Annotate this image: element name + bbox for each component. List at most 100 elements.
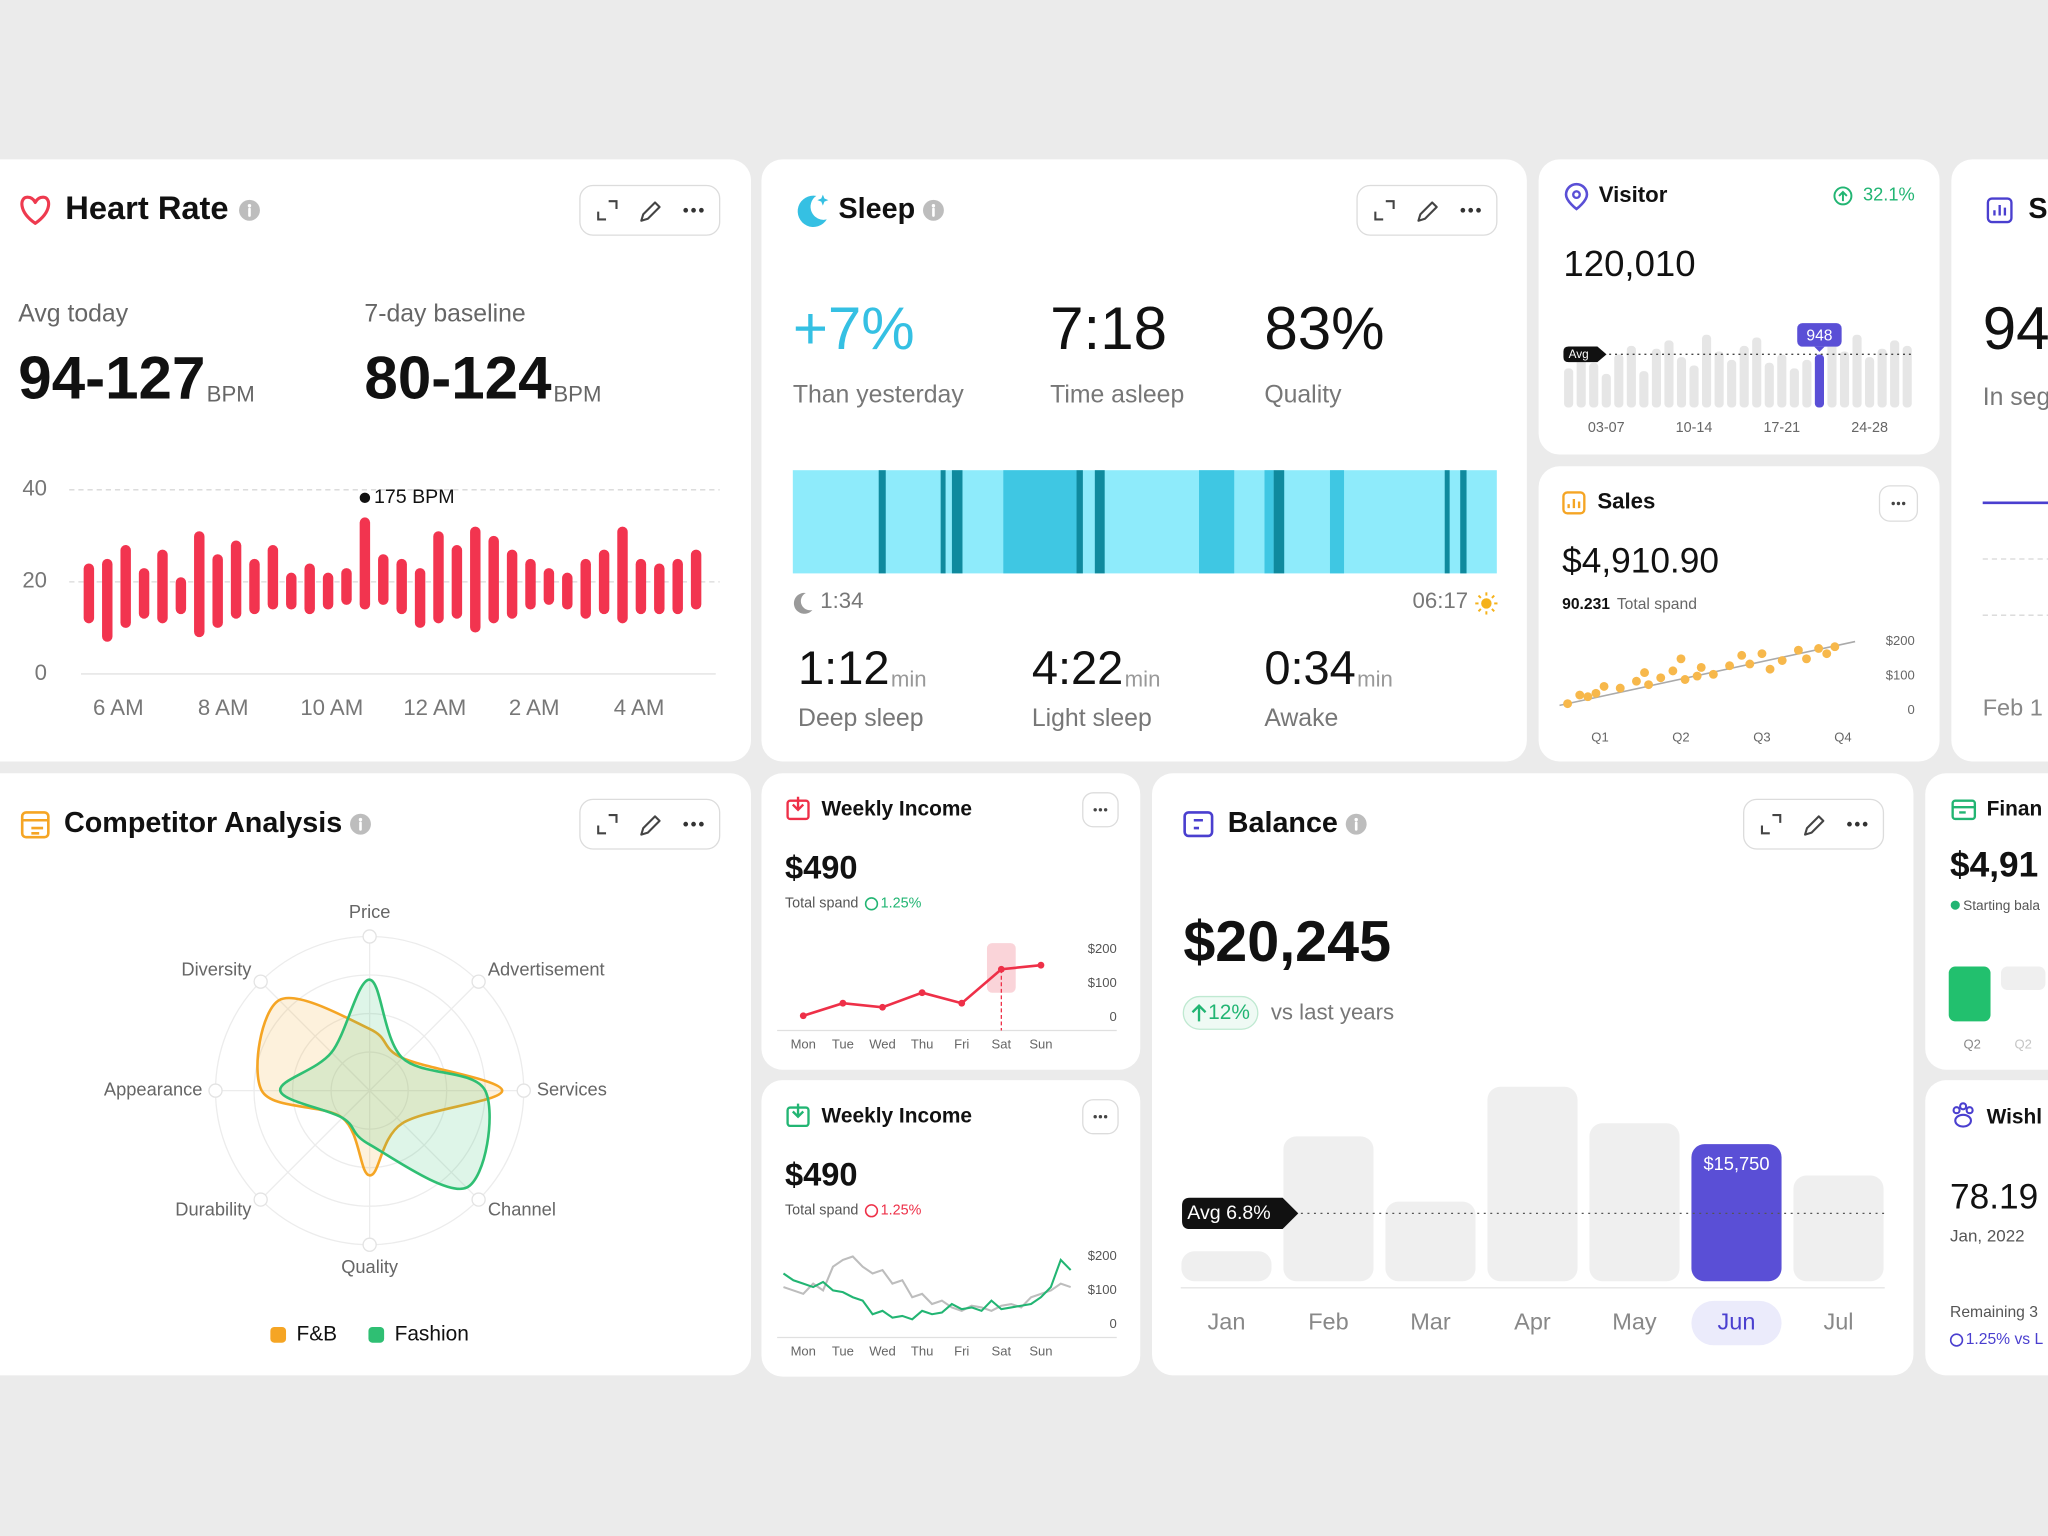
range-bar [194, 531, 205, 638]
sleep-segment [1460, 470, 1467, 574]
scatter-point [1640, 668, 1649, 678]
dot [1103, 1115, 1108, 1119]
expand-button[interactable] [1760, 813, 1782, 835]
card-value: 78.19 [1950, 1177, 2038, 1216]
store-icon-lines [22, 818, 49, 835]
more-button[interactable] [683, 207, 704, 213]
range-bar [267, 545, 279, 610]
range-bar [470, 526, 481, 633]
dot [1847, 821, 1852, 827]
income-icon-arrow [791, 796, 805, 812]
stat-unit: BPM [207, 382, 255, 407]
more-button[interactable] [1847, 821, 1868, 827]
expand-button[interactable] [597, 813, 618, 835]
x-tick-label: Sat [992, 1343, 1012, 1358]
more-button[interactable] [1460, 207, 1481, 213]
category-highlight [1691, 1300, 1782, 1346]
toolbar-frame [579, 184, 721, 236]
expand-button[interactable] [1374, 200, 1395, 221]
visitor-bar [1689, 365, 1699, 408]
stat-label: Quality [1264, 381, 1342, 408]
x-tick-label: Q4 [1834, 729, 1851, 744]
scatter-point [1777, 656, 1787, 665]
x-tick-label: Mon [791, 1036, 816, 1051]
x-tick-label: 17-21 [1763, 420, 1800, 436]
edit-button[interactable] [1417, 201, 1438, 222]
radar-node [253, 974, 268, 989]
range-bar [690, 549, 702, 610]
more-button[interactable] [683, 821, 704, 827]
more-button[interactable] [1082, 792, 1119, 828]
radar-spoke [260, 1090, 371, 1201]
x-tick-label: Jul [1823, 1308, 1853, 1334]
x-tick-label: 8 AM [198, 695, 249, 720]
range-bar [488, 535, 499, 624]
scatter-point [1676, 654, 1686, 664]
x-tick-label: Thu [911, 1036, 933, 1051]
edit-button[interactable] [640, 201, 661, 222]
expand-icon [1374, 200, 1395, 221]
range-bar [304, 563, 315, 615]
line-point [1037, 961, 1045, 969]
more-button[interactable] [1878, 485, 1919, 522]
toolbar-frame [1356, 184, 1498, 236]
caption: Total spand [1617, 596, 1697, 613]
dot [683, 821, 689, 827]
change-value: 12% [1208, 1001, 1250, 1024]
caption-value: 90.231 [1562, 596, 1610, 613]
stat-label: 7-day baseline [364, 300, 525, 327]
dot [1460, 207, 1466, 213]
info-icon [1345, 813, 1367, 835]
x-tick-label: 12 AM [403, 695, 466, 720]
stat-label: Than yesterday [793, 381, 965, 408]
dot [691, 207, 696, 213]
sleep-segment [1199, 470, 1235, 574]
paw-icon [1952, 1102, 1974, 1128]
more-button[interactable] [1082, 1099, 1119, 1135]
stage-unit: min [1125, 666, 1161, 691]
heart-icon [20, 195, 51, 225]
info-dot [931, 204, 936, 208]
edit-button[interactable] [1804, 815, 1825, 836]
scatter-point [1615, 683, 1625, 693]
radar-spoke [369, 981, 480, 1092]
change-icon [864, 897, 879, 911]
stat-value: 94-127 [18, 345, 205, 412]
dot [1862, 821, 1868, 827]
sun-core [1481, 598, 1492, 609]
x-tick-label: Thu [911, 1343, 933, 1358]
radar-area [256, 996, 504, 1177]
edit-button[interactable] [640, 815, 661, 836]
y-tick-label: 0 [1908, 702, 1915, 717]
info-dot [247, 204, 252, 208]
expand-button[interactable] [597, 200, 618, 221]
card-title: Sleep [839, 193, 916, 225]
x-tick-label: Wed [869, 1036, 896, 1051]
dot [1896, 501, 1901, 506]
visitor-bar [1839, 351, 1850, 408]
paw-toe [1959, 1102, 1968, 1111]
visitor-bar [1651, 348, 1661, 408]
line-point [839, 999, 847, 1007]
radar-axis-label: Channel [488, 1199, 556, 1220]
up-arrow [1838, 190, 1848, 202]
radar-axis-label: Services [537, 1078, 607, 1099]
scatter-point [1591, 688, 1601, 698]
toolbar [1743, 798, 1885, 850]
y-tick-label: 0 [1109, 1009, 1116, 1024]
sleep-segment [1329, 470, 1345, 574]
sleep-segment [1076, 470, 1083, 574]
x-tick-label: 03-07 [1588, 420, 1625, 436]
visitor-bar [1890, 340, 1900, 408]
range-bar [102, 558, 113, 642]
legend-label: Fashion [395, 1322, 469, 1345]
avg-tag [1182, 1197, 1299, 1230]
radar-axis-label: Appearance [104, 1078, 203, 1099]
card-title: Heart Rate [65, 189, 228, 226]
visitor-bar [1902, 345, 1912, 408]
change-icon [864, 1204, 879, 1218]
radar-node [471, 974, 486, 989]
visitor-bar [1676, 357, 1687, 408]
visitor-bar [1789, 368, 1799, 408]
line [782, 1257, 1072, 1321]
